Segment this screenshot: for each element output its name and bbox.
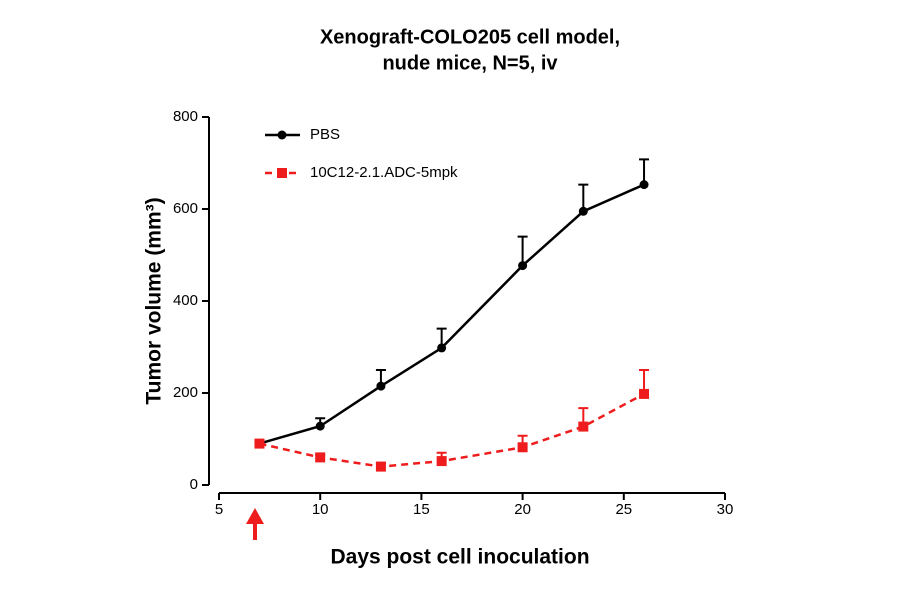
legend-label: 10C12-2.1.ADC-5mpk xyxy=(310,164,458,181)
legend-marker xyxy=(277,130,287,140)
marker xyxy=(639,388,650,399)
marker xyxy=(578,206,588,216)
x-tick-label: 10 xyxy=(312,501,329,518)
marker xyxy=(437,343,447,353)
marker xyxy=(518,261,528,271)
marker xyxy=(578,421,589,432)
marker xyxy=(375,461,386,472)
legend-label: PBS xyxy=(310,126,340,143)
x-axis-label: Days post cell inoculation xyxy=(330,546,589,569)
y-tick-label: 0 xyxy=(190,476,198,493)
y-tick-label: 400 xyxy=(173,292,198,309)
x-tick-label: 15 xyxy=(413,501,430,518)
y-tick-label: 600 xyxy=(173,200,198,217)
marker xyxy=(315,452,326,463)
x-tick-label: 5 xyxy=(215,501,223,518)
legend-marker xyxy=(277,168,287,178)
marker xyxy=(315,421,325,431)
marker xyxy=(517,442,528,453)
y-axis-label: Tumor volume (mm³) xyxy=(143,197,166,404)
x-tick-label: 20 xyxy=(514,501,531,518)
chart-title: Xenograft-COLO205 cell model, xyxy=(320,26,620,48)
marker xyxy=(376,381,386,391)
y-tick-label: 800 xyxy=(173,108,198,125)
marker xyxy=(436,456,447,467)
error-bar xyxy=(517,235,528,266)
treatment-arrow xyxy=(246,508,264,540)
x-tick-label: 30 xyxy=(717,501,734,518)
y-tick-label: 200 xyxy=(173,384,198,401)
marker xyxy=(639,180,649,190)
marker xyxy=(254,438,265,449)
series-line xyxy=(259,183,645,445)
chart-title: nude mice, N=5, iv xyxy=(382,52,558,74)
x-tick-label: 25 xyxy=(615,501,632,518)
